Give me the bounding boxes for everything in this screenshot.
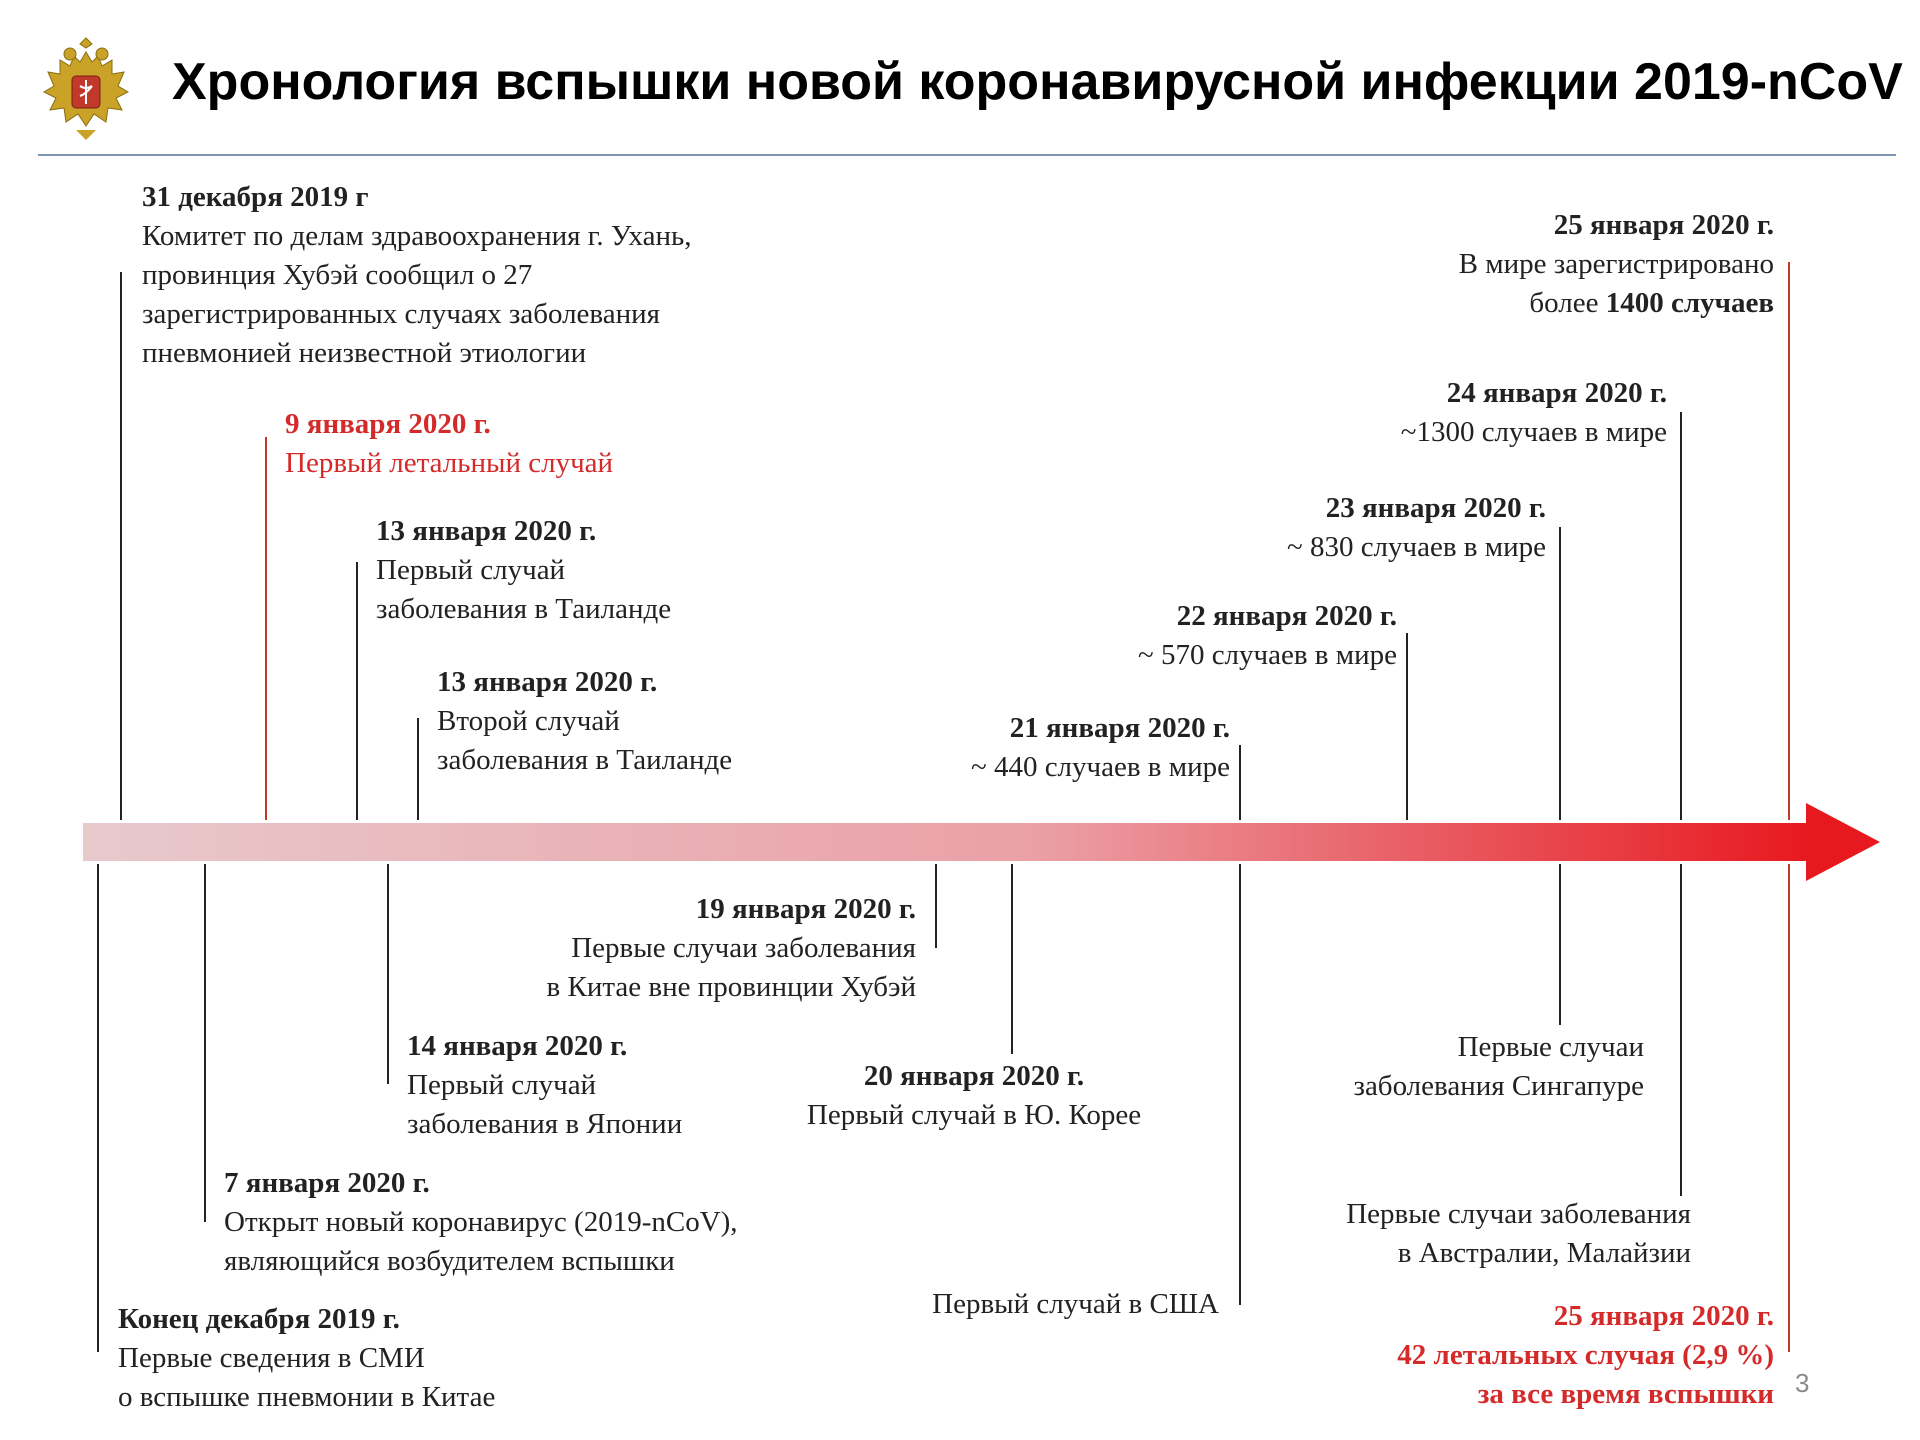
event-text: провинция Хубэй сообщил о 27 xyxy=(142,259,533,291)
header-divider xyxy=(38,154,1896,156)
event-first-cases-australia-malaysia: Первые случаи заболевания в Австралии, М… xyxy=(1346,1195,1691,1273)
event-text: пневмонией неизвестной этиологии xyxy=(142,337,587,369)
event-text: Второй случай xyxy=(437,705,620,737)
event-date: 23 января 2020 г. xyxy=(1325,492,1546,524)
event-31-dec-2019: 31 декабря 2019 г Комитет по делам здрав… xyxy=(142,178,692,373)
event-date: 25 января 2020 г. xyxy=(1553,209,1774,241)
event-text: Первый случай xyxy=(376,554,566,586)
event-date: 13 января 2020 г. xyxy=(376,515,597,547)
event-text: 42 летальных случая (2,9 %) xyxy=(1397,1339,1774,1371)
event-text-emphasis: 1400 случаев xyxy=(1605,287,1774,319)
event-7-jan-2020: 7 января 2020 г. Открыт новый коронавиру… xyxy=(224,1164,738,1281)
event-end-dec-2019: Конец декабря 2019 г. Первые сведения в … xyxy=(118,1300,495,1417)
event-date: 31 декабря 2019 г xyxy=(142,181,369,213)
event-text: в Китае вне провинции Хубэй xyxy=(546,971,916,1003)
event-text: В мире зарегистрировано xyxy=(1458,248,1774,280)
event-9-jan-2020: 9 января 2020 г. Первый летальный случай xyxy=(285,405,613,483)
event-text: о вспышке пневмонии в Китае xyxy=(118,1381,496,1413)
event-text: заболевания в Таиланде xyxy=(376,593,672,625)
event-text: ~ 570 случаев в мире xyxy=(1138,639,1397,671)
event-date: Конец декабря 2019 г. xyxy=(118,1303,400,1335)
event-text: Первые случаи заболевания xyxy=(1346,1198,1691,1230)
event-text: Первые случаи заболевания xyxy=(571,932,916,964)
timeline-arrow xyxy=(83,803,1880,881)
event-text: зарегистрированных случаях заболевания xyxy=(142,298,660,330)
event-first-case-usa: Первый случай в США xyxy=(932,1285,1219,1324)
event-25-jan-2020-cases: 25 января 2020 г. В мире зарегистрирован… xyxy=(1459,206,1774,323)
event-text: ~ 830 случаев в мире xyxy=(1287,531,1546,563)
event-date: 24 января 2020 г. xyxy=(1446,377,1667,409)
event-text-prefix: более xyxy=(1529,287,1606,319)
event-date: 14 января 2020 г. xyxy=(407,1030,628,1062)
event-date: 22 января 2020 г. xyxy=(1176,600,1397,632)
event-13-jan-2020-first: 13 января 2020 г. Первый случай заболева… xyxy=(376,512,671,629)
event-21-jan-2020: 21 января 2020 г. ~ 440 случаев в мире xyxy=(971,709,1230,787)
event-text: являющийся возбудителем вспышки xyxy=(224,1245,675,1277)
page-number: 3 xyxy=(1795,1368,1810,1398)
event-13-jan-2020-second: 13 января 2020 г. Второй случай заболева… xyxy=(437,663,732,780)
event-text: за все время вспышки xyxy=(1477,1378,1774,1410)
event-text: Первый летальный случай xyxy=(285,447,614,479)
event-23-jan-2020: 23 января 2020 г. ~ 830 случаев в мире xyxy=(1287,489,1546,567)
event-text: заболевания в Японии xyxy=(407,1108,683,1140)
event-text: Комитет по делам здравоохранения г. Ухан… xyxy=(142,220,692,252)
event-22-jan-2020: 22 января 2020 г. ~ 570 случаев в мире xyxy=(1138,597,1397,675)
event-date: 20 января 2020 г. xyxy=(863,1060,1085,1092)
event-24-jan-2020: 24 января 2020 г. ~1300 случаев в мире xyxy=(1401,374,1667,452)
event-19-jan-2020: 19 января 2020 г. Первые случаи заболева… xyxy=(547,890,916,1007)
event-date: 7 января 2020 г. xyxy=(224,1167,430,1199)
event-first-cases-singapore: Первые случаи заболевания Сингапуре xyxy=(1353,1028,1644,1106)
event-text: Первые случаи xyxy=(1457,1031,1644,1063)
event-text: Первые сведения в СМИ xyxy=(118,1342,425,1374)
event-text: Первый случай xyxy=(407,1069,597,1101)
event-text: заболевания в Таиланде xyxy=(437,744,733,776)
connectors-below xyxy=(97,864,1682,1352)
event-text: более 1400 случаев xyxy=(1459,284,1774,323)
event-text: Первый случай в США xyxy=(932,1288,1219,1320)
event-date: 9 января 2020 г. xyxy=(285,408,491,440)
event-14-jan-2020: 14 января 2020 г. Первый случай заболева… xyxy=(407,1027,682,1144)
page-title: Хронология вспышки новой коронавирусной … xyxy=(172,53,1903,111)
event-20-jan-2020: 20 января 2020 г. Первый случай в Ю. Кор… xyxy=(786,1057,1162,1135)
event-text: Открыт новый коронавирус (2019-nCoV), xyxy=(224,1206,738,1238)
event-text: Первый случай в Ю. Корее xyxy=(806,1099,1142,1131)
event-25-jan-2020-deaths: 25 января 2020 г. 42 летальных случая (2… xyxy=(1397,1297,1774,1414)
event-text: ~1300 случаев в мире xyxy=(1400,416,1667,448)
event-date: 13 января 2020 г. xyxy=(437,666,658,698)
connectors-above-red xyxy=(265,262,1790,820)
double-headed-eagle-emblem-icon xyxy=(42,37,130,140)
event-text: ~ 440 случаев в мире xyxy=(971,751,1230,783)
connectors-above xyxy=(120,272,1682,820)
event-text: в Австралии, Малайзии xyxy=(1397,1237,1691,1269)
event-date: 25 января 2020 г. xyxy=(1553,1300,1774,1332)
event-date: 19 января 2020 г. xyxy=(695,893,916,925)
event-date: 21 января 2020 г. xyxy=(1009,712,1230,744)
event-text: заболевания Сингапуре xyxy=(1353,1070,1644,1102)
